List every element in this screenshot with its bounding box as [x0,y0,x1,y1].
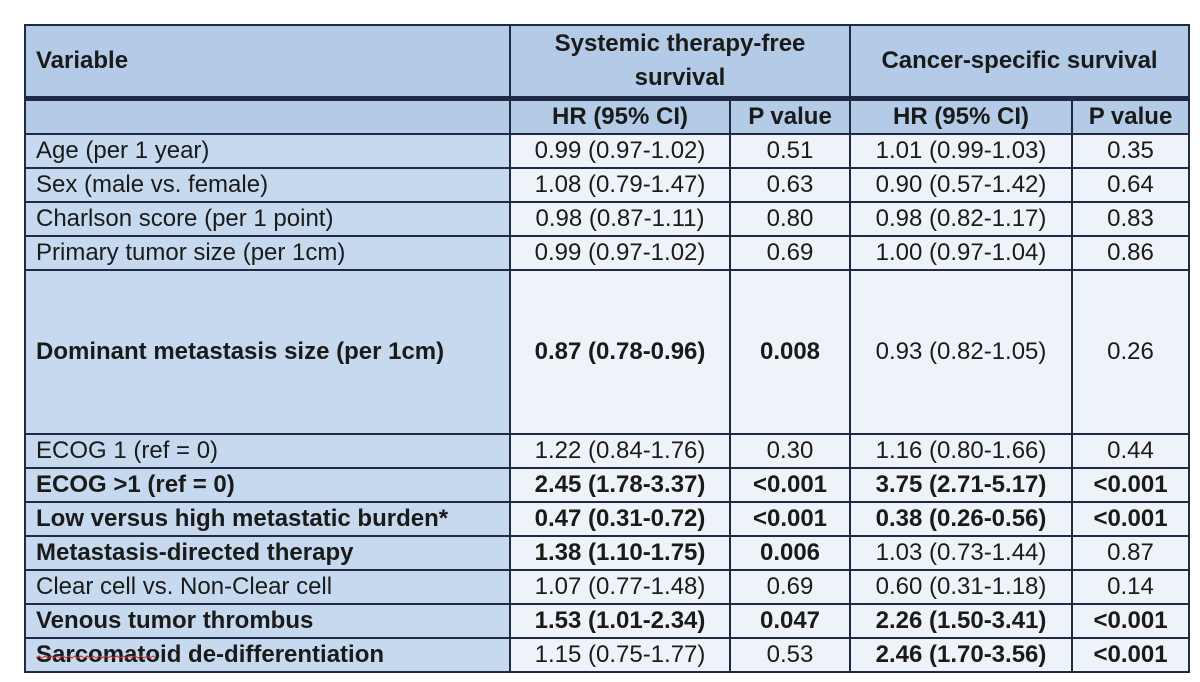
spellcheck-underline [36,655,156,659]
row-variable: Dominant metastasis size (per 1cm) [24,269,511,435]
row-hr-2: 1.01 (0.99-1.03) [849,133,1073,169]
row-variable: ECOG >1 (ref = 0) [24,467,511,503]
group-header-therapy-free: Systemic therapy-free survival [509,24,851,100]
row-variable: Age (per 1 year) [24,133,511,169]
row-hr-2: 0.38 (0.26-0.56) [849,501,1073,537]
row-variable: Sex (male vs. female) [24,167,511,203]
row-p-1: 0.80 [729,201,851,237]
row-p-1: 0.63 [729,167,851,203]
table-row: Primary tumor size (per 1cm) 0.99 (0.97-… [24,235,1191,271]
row-p-2: 0.86 [1070,235,1191,271]
row-hr-1: 1.53 (1.01-2.34) [509,603,731,639]
row-hr-1: 1.22 (0.84-1.76) [509,433,731,469]
header-row-groups: Variable Systemic therapy-free survival … [24,24,1191,100]
row-hr-1: 1.15 (0.75-1.77) [509,637,731,673]
row-p-1: 0.69 [729,235,851,271]
row-hr-1: 0.99 (0.97-1.02) [509,235,731,271]
row-variable: Charlson score (per 1 point) [24,201,511,237]
row-p-1: <0.001 [729,467,851,503]
row-p-1: 0.008 [729,269,851,435]
row-hr-1: 2.45 (1.78-3.37) [509,467,731,503]
row-p-1: 0.53 [729,637,851,673]
row-p-1: 0.69 [729,569,851,605]
variable-subheader-empty [24,97,511,135]
row-variable: ECOG 1 (ref = 0) [24,433,511,469]
table-row: Clear cell vs. Non-Clear cell 1.07 (0.77… [24,569,1191,605]
row-hr-1: 1.08 (0.79-1.47) [509,167,731,203]
table-row: Charlson score (per 1 point) 0.98 (0.87-… [24,201,1191,237]
row-hr-2: 0.98 (0.82-1.17) [849,201,1073,237]
row-variable: Low versus high metastatic burden* [24,501,511,537]
row-p-1: <0.001 [729,501,851,537]
row-hr-2: 1.00 (0.97-1.04) [849,235,1073,271]
row-p-1: 0.30 [729,433,851,469]
row-hr-2: 1.03 (0.73-1.44) [849,535,1073,571]
row-p-2: 0.35 [1070,133,1191,169]
row-p-2: 0.44 [1070,433,1191,469]
row-variable: Metastasis-directed therapy [24,535,511,571]
row-p-2: <0.001 [1070,637,1191,673]
group-header-cancer-specific: Cancer-specific survival [848,24,1191,100]
table-row: Venous tumor thrombus 1.53 (1.01-2.34) 0… [24,603,1191,639]
row-hr-2: 2.26 (1.50-3.41) [849,603,1073,639]
row-p-2: <0.001 [1070,467,1191,503]
table-row: Low versus high metastatic burden* 0.47 … [24,501,1191,537]
row-hr-1: 0.87 (0.78-0.96) [509,269,731,435]
row-variable: Venous tumor thrombus [24,603,511,639]
row-variable: Sarcomatoid de-differentiation [24,637,511,673]
row-p-1: 0.006 [729,535,851,571]
row-p-2: 0.87 [1070,535,1191,571]
row-p-1: 0.51 [729,133,851,169]
row-hr-2: 2.46 (1.70-3.56) [849,637,1073,673]
row-p-2: <0.001 [1070,603,1191,639]
table-row: ECOG 1 (ref = 0) 1.22 (0.84-1.76) 0.30 1… [24,433,1191,469]
table-row: Metastasis-directed therapy 1.38 (1.10-1… [24,535,1191,571]
row-hr-1: 1.38 (1.10-1.75) [509,535,731,571]
results-table: Variable Systemic therapy-free survival … [24,24,1191,673]
table-row: Age (per 1 year) 0.99 (0.97-1.02) 0.51 1… [24,133,1191,169]
row-p-2: 0.26 [1070,269,1191,435]
row-hr-2: 0.93 (0.82-1.05) [849,269,1073,435]
table-row: Dominant metastasis size (per 1cm) 0.87 … [24,269,1191,435]
row-hr-1: 0.99 (0.97-1.02) [509,133,731,169]
row-p-2: <0.001 [1070,501,1191,537]
row-hr-1: 1.07 (0.77-1.48) [509,569,731,605]
row-p-1: 0.047 [729,603,851,639]
header-row-columns: HR (95% CI) P value HR (95% CI) P value [24,97,1191,135]
variable-header: Variable [24,24,511,100]
col-header-p-1: P value [729,97,851,135]
row-hr-1: 0.98 (0.87-1.11) [509,201,731,237]
table-row: Sarcomatoid de-differentiation 1.15 (0.7… [24,637,1191,673]
row-p-2: 0.14 [1070,569,1191,605]
col-header-p-2: P value [1070,97,1191,135]
table-row: Sex (male vs. female) 1.08 (0.79-1.47) 0… [24,167,1191,203]
row-hr-2: 3.75 (2.71-5.17) [849,467,1073,503]
row-p-2: 0.83 [1070,201,1191,237]
row-hr-2: 0.90 (0.57-1.42) [849,167,1073,203]
row-p-2: 0.64 [1070,167,1191,203]
row-hr-2: 1.16 (0.80-1.66) [849,433,1073,469]
row-hr-2: 0.60 (0.31-1.18) [849,569,1073,605]
col-header-hr-2: HR (95% CI) [849,97,1073,135]
col-header-hr-1: HR (95% CI) [509,97,731,135]
table-row: ECOG >1 (ref = 0) 2.45 (1.78-3.37) <0.00… [24,467,1191,503]
row-variable: Primary tumor size (per 1cm) [24,235,511,271]
row-hr-1: 0.47 (0.31-0.72) [509,501,731,537]
row-variable: Clear cell vs. Non-Clear cell [24,569,511,605]
